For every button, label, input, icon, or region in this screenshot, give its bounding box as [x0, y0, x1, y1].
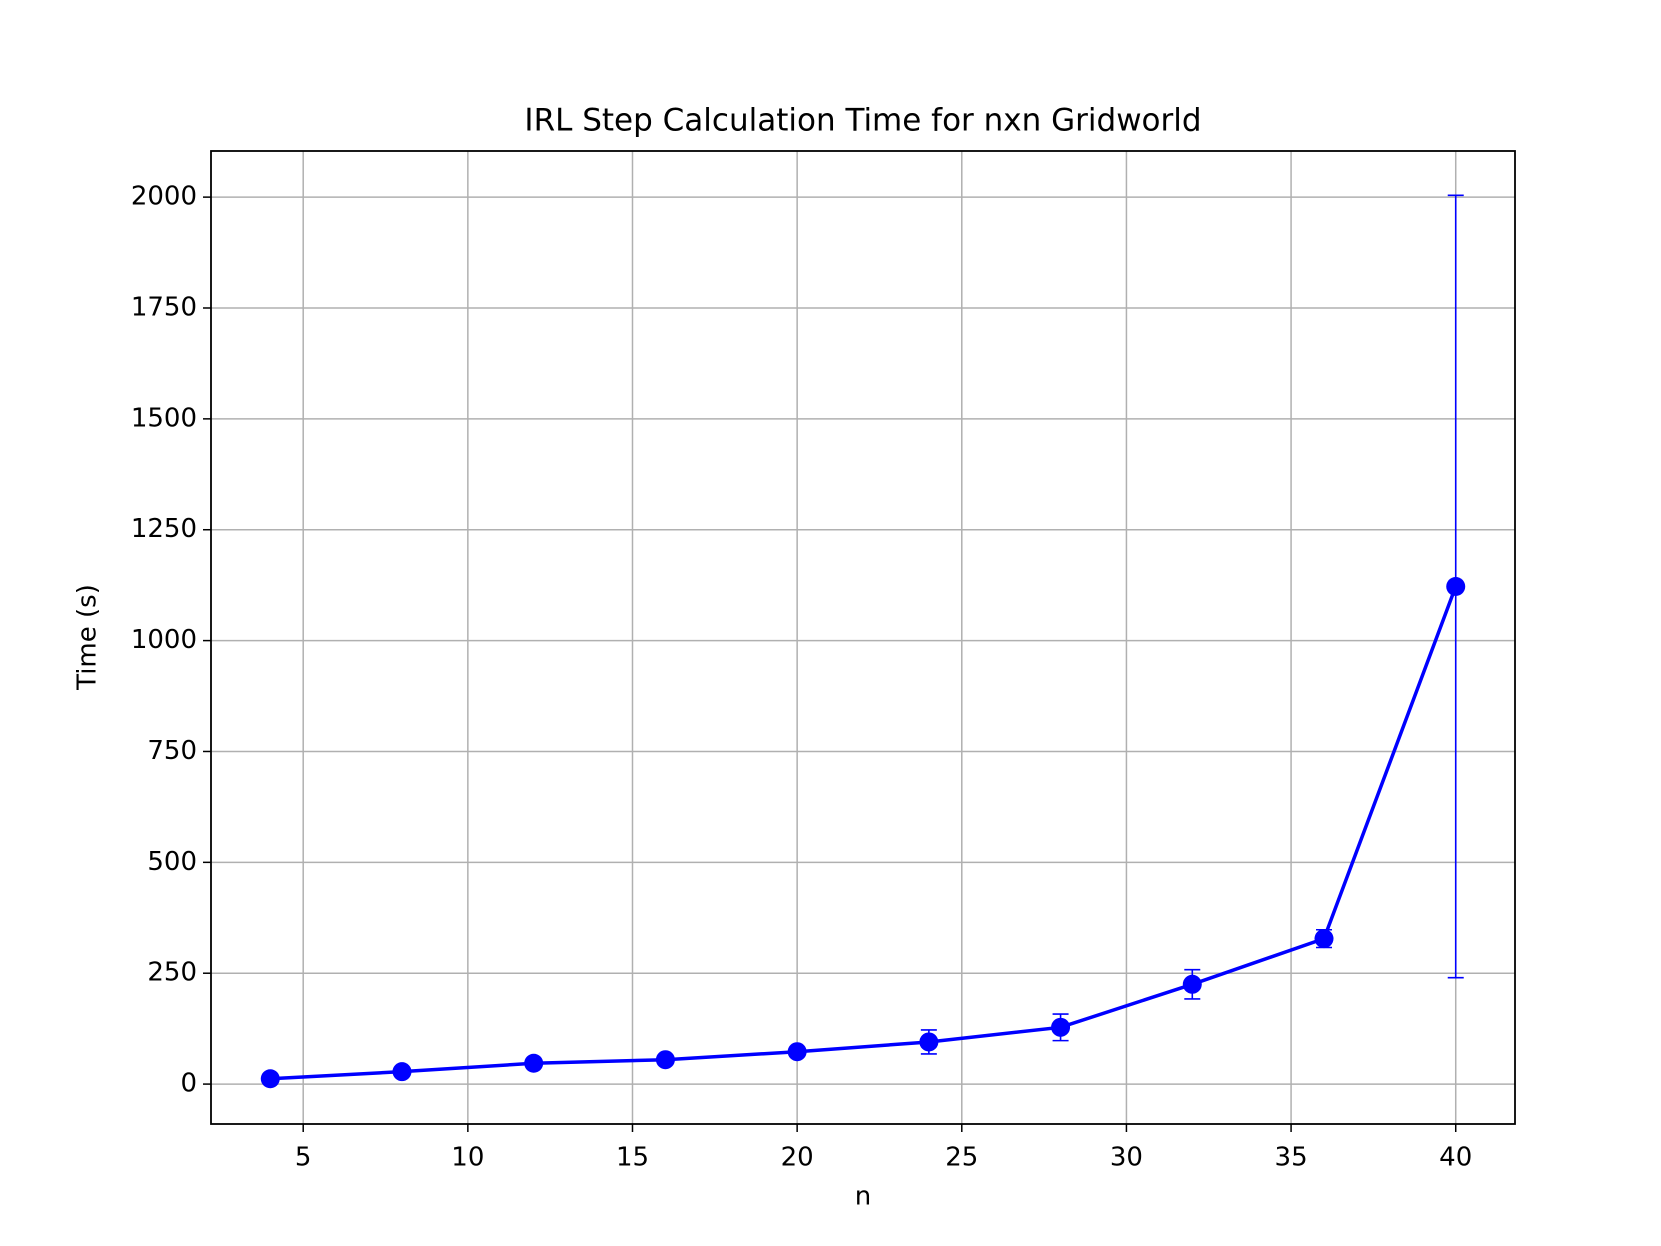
y-tick-label: 500	[147, 847, 197, 877]
y-axis-label: Time (s)	[73, 584, 103, 691]
y-tick-label: 1500	[131, 403, 197, 433]
point	[787, 1042, 807, 1062]
x-tick-label: 25	[945, 1143, 978, 1173]
point	[1182, 974, 1202, 994]
point	[1446, 576, 1466, 596]
x-axis-label: n	[855, 1182, 871, 1212]
point	[655, 1050, 675, 1070]
plot-frame	[210, 150, 1516, 1125]
point	[260, 1069, 280, 1089]
y-tick-label: 750	[147, 736, 197, 766]
point	[524, 1053, 544, 1073]
y-tick-label: 1750	[131, 292, 197, 322]
y-tick-label: 1000	[131, 625, 197, 655]
series-line	[270, 585, 1458, 1081]
y-tick-label: 2000	[131, 182, 197, 212]
point	[392, 1062, 412, 1082]
x-tick-label: 15	[616, 1143, 649, 1173]
x-tick-label: 20	[781, 1143, 814, 1173]
y-tick-label: 250	[147, 958, 197, 988]
x-tick-label: 40	[1439, 1143, 1472, 1173]
point	[919, 1032, 939, 1052]
y-tick-label: 0	[180, 1069, 197, 1099]
point	[1314, 929, 1334, 949]
y-tick-label: 1250	[131, 514, 197, 544]
x-tick-label: 10	[451, 1143, 484, 1173]
chart-title: IRL Step Calculation Time for nxn Gridwo…	[524, 103, 1201, 139]
x-tick-label: 30	[1110, 1143, 1143, 1173]
x-tick-label: 5	[295, 1143, 312, 1173]
x-tick-label: 35	[1275, 1143, 1308, 1173]
point	[1051, 1017, 1071, 1037]
